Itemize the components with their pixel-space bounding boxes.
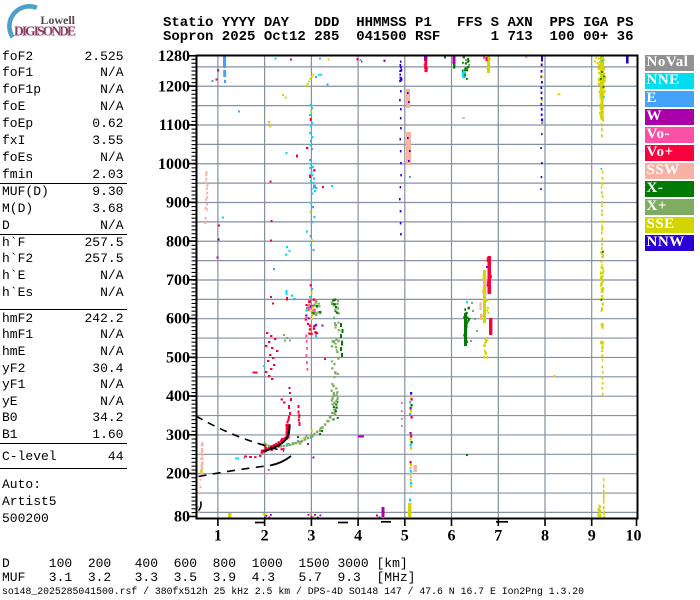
svg-text:6: 6 — [448, 528, 456, 545]
svg-text:Lowell: Lowell — [40, 13, 75, 27]
svg-text:400: 400 — [166, 388, 190, 405]
svg-text:300: 300 — [166, 427, 190, 444]
svg-text:9: 9 — [588, 528, 596, 545]
svg-text:1280: 1280 — [158, 48, 190, 65]
svg-text:600: 600 — [166, 311, 190, 328]
svg-text:1000: 1000 — [158, 156, 190, 173]
svg-text:700: 700 — [166, 272, 190, 289]
svg-text:4: 4 — [354, 528, 362, 545]
svg-text:7: 7 — [494, 528, 502, 545]
svg-text:500: 500 — [166, 350, 190, 367]
svg-text:1: 1 — [214, 528, 222, 545]
svg-text:10: 10 — [626, 528, 642, 545]
svg-text:5: 5 — [401, 528, 409, 545]
svg-text:200: 200 — [166, 466, 190, 483]
svg-text:3: 3 — [307, 528, 315, 545]
svg-text:8: 8 — [541, 528, 549, 545]
svg-text:DIGISONDE: DIGISONDE — [14, 24, 76, 39]
svg-text:80: 80 — [174, 509, 190, 526]
svg-text:1100: 1100 — [159, 117, 190, 134]
svg-text:800: 800 — [166, 233, 190, 250]
svg-text:1200: 1200 — [158, 78, 190, 95]
svg-text:2: 2 — [261, 528, 269, 545]
svg-text:900: 900 — [166, 195, 190, 212]
